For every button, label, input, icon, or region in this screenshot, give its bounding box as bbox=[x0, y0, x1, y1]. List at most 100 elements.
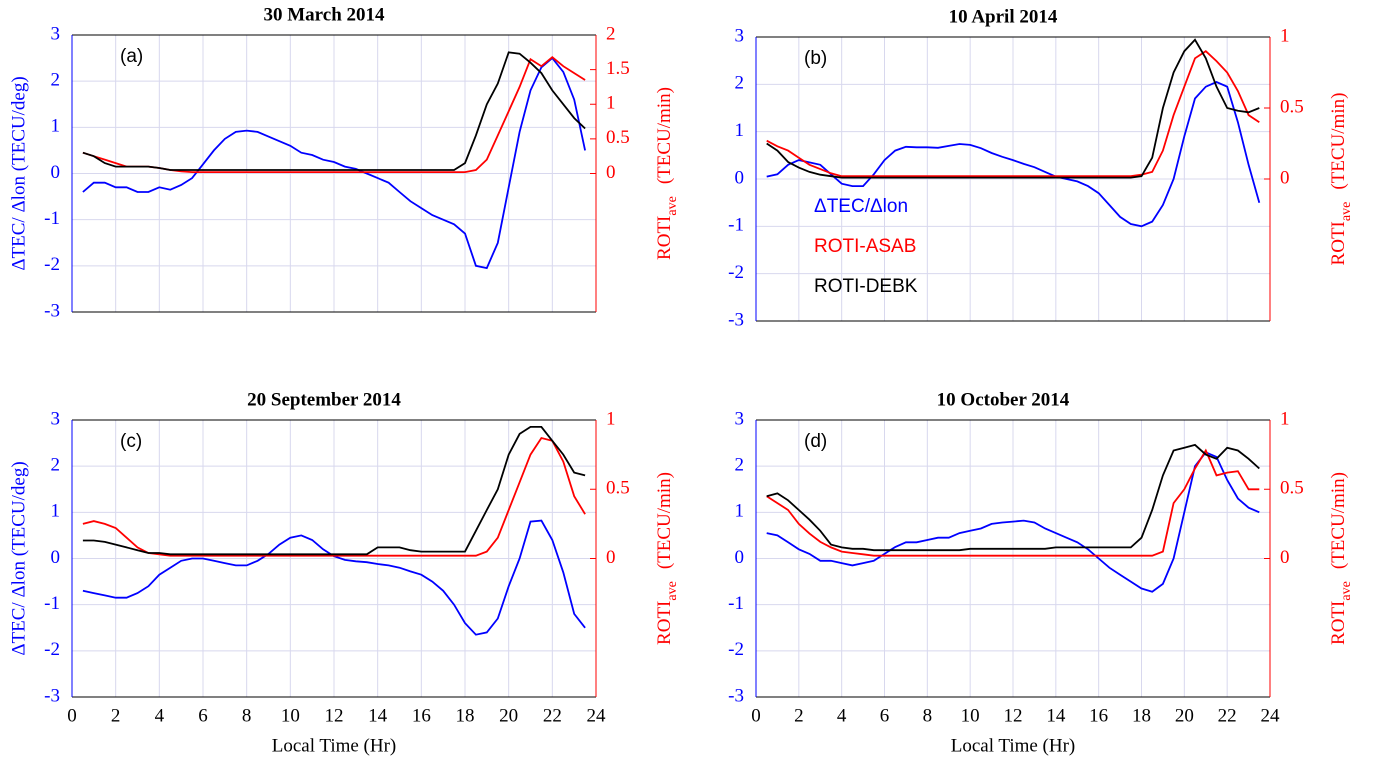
y-tick-label: -3 bbox=[44, 300, 60, 321]
y-tick-label: 0 bbox=[735, 547, 745, 568]
y2-label-unit: (TECU/min) bbox=[654, 87, 675, 184]
x-tick-label: 12 bbox=[1004, 705, 1023, 726]
x-axis-label: Local Time (Hr) bbox=[272, 735, 397, 756]
y-tick-label: -2 bbox=[44, 639, 60, 660]
panel-label: (a) bbox=[120, 46, 143, 67]
y2-label-unit: (TECU/min) bbox=[1328, 93, 1349, 190]
y2-label-sub: ave bbox=[1339, 202, 1354, 221]
y-tick-label: -2 bbox=[728, 639, 744, 660]
x-tick-label: 16 bbox=[412, 705, 431, 726]
y2-label-main: ROTI bbox=[654, 216, 675, 260]
y2-axis-label: ROTIave (TECU/min) bbox=[1328, 472, 1354, 645]
y2-tick-label: 0.5 bbox=[606, 127, 630, 148]
legend-entry: ROTI-DEBK bbox=[814, 276, 918, 297]
x-tick-label: 6 bbox=[880, 705, 890, 726]
series-line bbox=[82, 426, 586, 556]
y-tick-label: 2 bbox=[735, 73, 745, 94]
x-tick-label: 8 bbox=[242, 705, 252, 726]
y2-tick-label: 2 bbox=[606, 23, 616, 44]
x-tick-label: 24 bbox=[587, 705, 607, 726]
y-tick-label: -3 bbox=[728, 685, 744, 706]
y2-label-main: ROTI bbox=[1328, 221, 1349, 265]
panel-label: (d) bbox=[804, 431, 827, 452]
series-line bbox=[766, 50, 1260, 178]
x-tick-label: 10 bbox=[961, 705, 980, 726]
y-tick-label: 2 bbox=[735, 455, 745, 476]
series-line bbox=[766, 448, 1260, 557]
y-tick-label: -2 bbox=[44, 254, 60, 275]
series-line bbox=[82, 436, 586, 557]
y-tick-label: 3 bbox=[51, 23, 61, 44]
y2-tick-label: 0 bbox=[606, 547, 616, 568]
legend-entry: ROTI-ASAB bbox=[814, 236, 916, 257]
x-tick-label: 12 bbox=[325, 705, 344, 726]
chart-title: 20 September 2014 bbox=[247, 389, 401, 410]
chart-title: 10 April 2014 bbox=[949, 6, 1058, 27]
y-tick-label: 0 bbox=[735, 167, 745, 188]
y-tick-label: -1 bbox=[44, 593, 60, 614]
y-tick-label: 3 bbox=[735, 408, 745, 429]
y-axis-label: ΔTEC/ Δlon (TECU/deg) bbox=[8, 76, 29, 270]
y2-tick-label: 1 bbox=[1280, 408, 1290, 429]
y-tick-label: -3 bbox=[728, 309, 744, 330]
y2-tick-label: 1 bbox=[606, 408, 616, 429]
y2-tick-label: 1.5 bbox=[606, 58, 630, 79]
y-tick-label: 2 bbox=[51, 455, 61, 476]
x-tick-label: 14 bbox=[368, 705, 388, 726]
y2-tick-label: 1 bbox=[606, 93, 616, 114]
x-tick-label: 22 bbox=[1218, 705, 1237, 726]
x-tick-label: 18 bbox=[456, 705, 475, 726]
y2-label-sub: ave bbox=[665, 581, 680, 600]
y-tick-label: 1 bbox=[735, 120, 745, 141]
x-tick-label: 14 bbox=[1046, 705, 1066, 726]
series-line bbox=[766, 443, 1260, 552]
series-line bbox=[766, 451, 1260, 593]
y2-tick-label: 0 bbox=[1280, 547, 1290, 568]
panel-label: (c) bbox=[120, 431, 142, 452]
chart-title: 30 March 2014 bbox=[263, 4, 385, 25]
legend-entry: ΔTEC/Δlon bbox=[814, 196, 908, 217]
y2-label-main: ROTI bbox=[1328, 601, 1349, 645]
y-tick-label: 1 bbox=[51, 501, 61, 522]
y-tick-label: 2 bbox=[51, 70, 61, 91]
x-tick-label: 24 bbox=[1261, 705, 1281, 726]
x-tick-label: 2 bbox=[794, 705, 804, 726]
series-line bbox=[82, 56, 586, 270]
y2-tick-label: 0.5 bbox=[1280, 96, 1304, 117]
y-tick-label: 3 bbox=[51, 408, 61, 429]
y-tick-label: 1 bbox=[735, 501, 745, 522]
y2-tick-label: 0.5 bbox=[1280, 478, 1304, 499]
x-tick-label: 20 bbox=[1175, 705, 1194, 726]
y-tick-label: -1 bbox=[44, 208, 60, 229]
y2-label-sub: ave bbox=[665, 196, 680, 215]
x-tick-label: 16 bbox=[1089, 705, 1108, 726]
x-axis-label: Local Time (Hr) bbox=[951, 735, 1076, 756]
y-tick-label: 0 bbox=[51, 162, 61, 183]
y-tick-label: 3 bbox=[735, 25, 745, 46]
y-tick-label: 0 bbox=[51, 547, 61, 568]
y2-label-sub: ave bbox=[1339, 581, 1354, 600]
x-tick-label: 10 bbox=[281, 705, 300, 726]
y2-label-main: ROTI bbox=[654, 601, 675, 645]
y2-tick-label: 0 bbox=[1280, 167, 1290, 188]
series-line bbox=[766, 38, 1260, 179]
x-tick-label: 4 bbox=[155, 705, 165, 726]
x-tick-label: 20 bbox=[499, 705, 518, 726]
y2-label-unit: (TECU/min) bbox=[1328, 472, 1349, 569]
y-axis-label: ΔTEC/ Δlon (TECU/deg) bbox=[8, 461, 29, 655]
y-tick-label: -2 bbox=[728, 262, 744, 283]
x-tick-label: 0 bbox=[751, 705, 761, 726]
y2-axis-label: ROTIave (TECU/min) bbox=[654, 472, 680, 645]
x-tick-label: 4 bbox=[837, 705, 847, 726]
x-tick-label: 6 bbox=[198, 705, 208, 726]
x-tick-label: 2 bbox=[111, 705, 121, 726]
x-tick-label: 18 bbox=[1132, 705, 1151, 726]
y-tick-label: -1 bbox=[728, 593, 744, 614]
series-line bbox=[82, 51, 586, 171]
x-tick-label: 22 bbox=[543, 705, 562, 726]
y2-axis-label: ROTIave (TECU/min) bbox=[654, 87, 680, 260]
x-tick-label: 8 bbox=[923, 705, 933, 726]
series-line bbox=[766, 81, 1261, 228]
x-tick-label: 0 bbox=[67, 705, 77, 726]
